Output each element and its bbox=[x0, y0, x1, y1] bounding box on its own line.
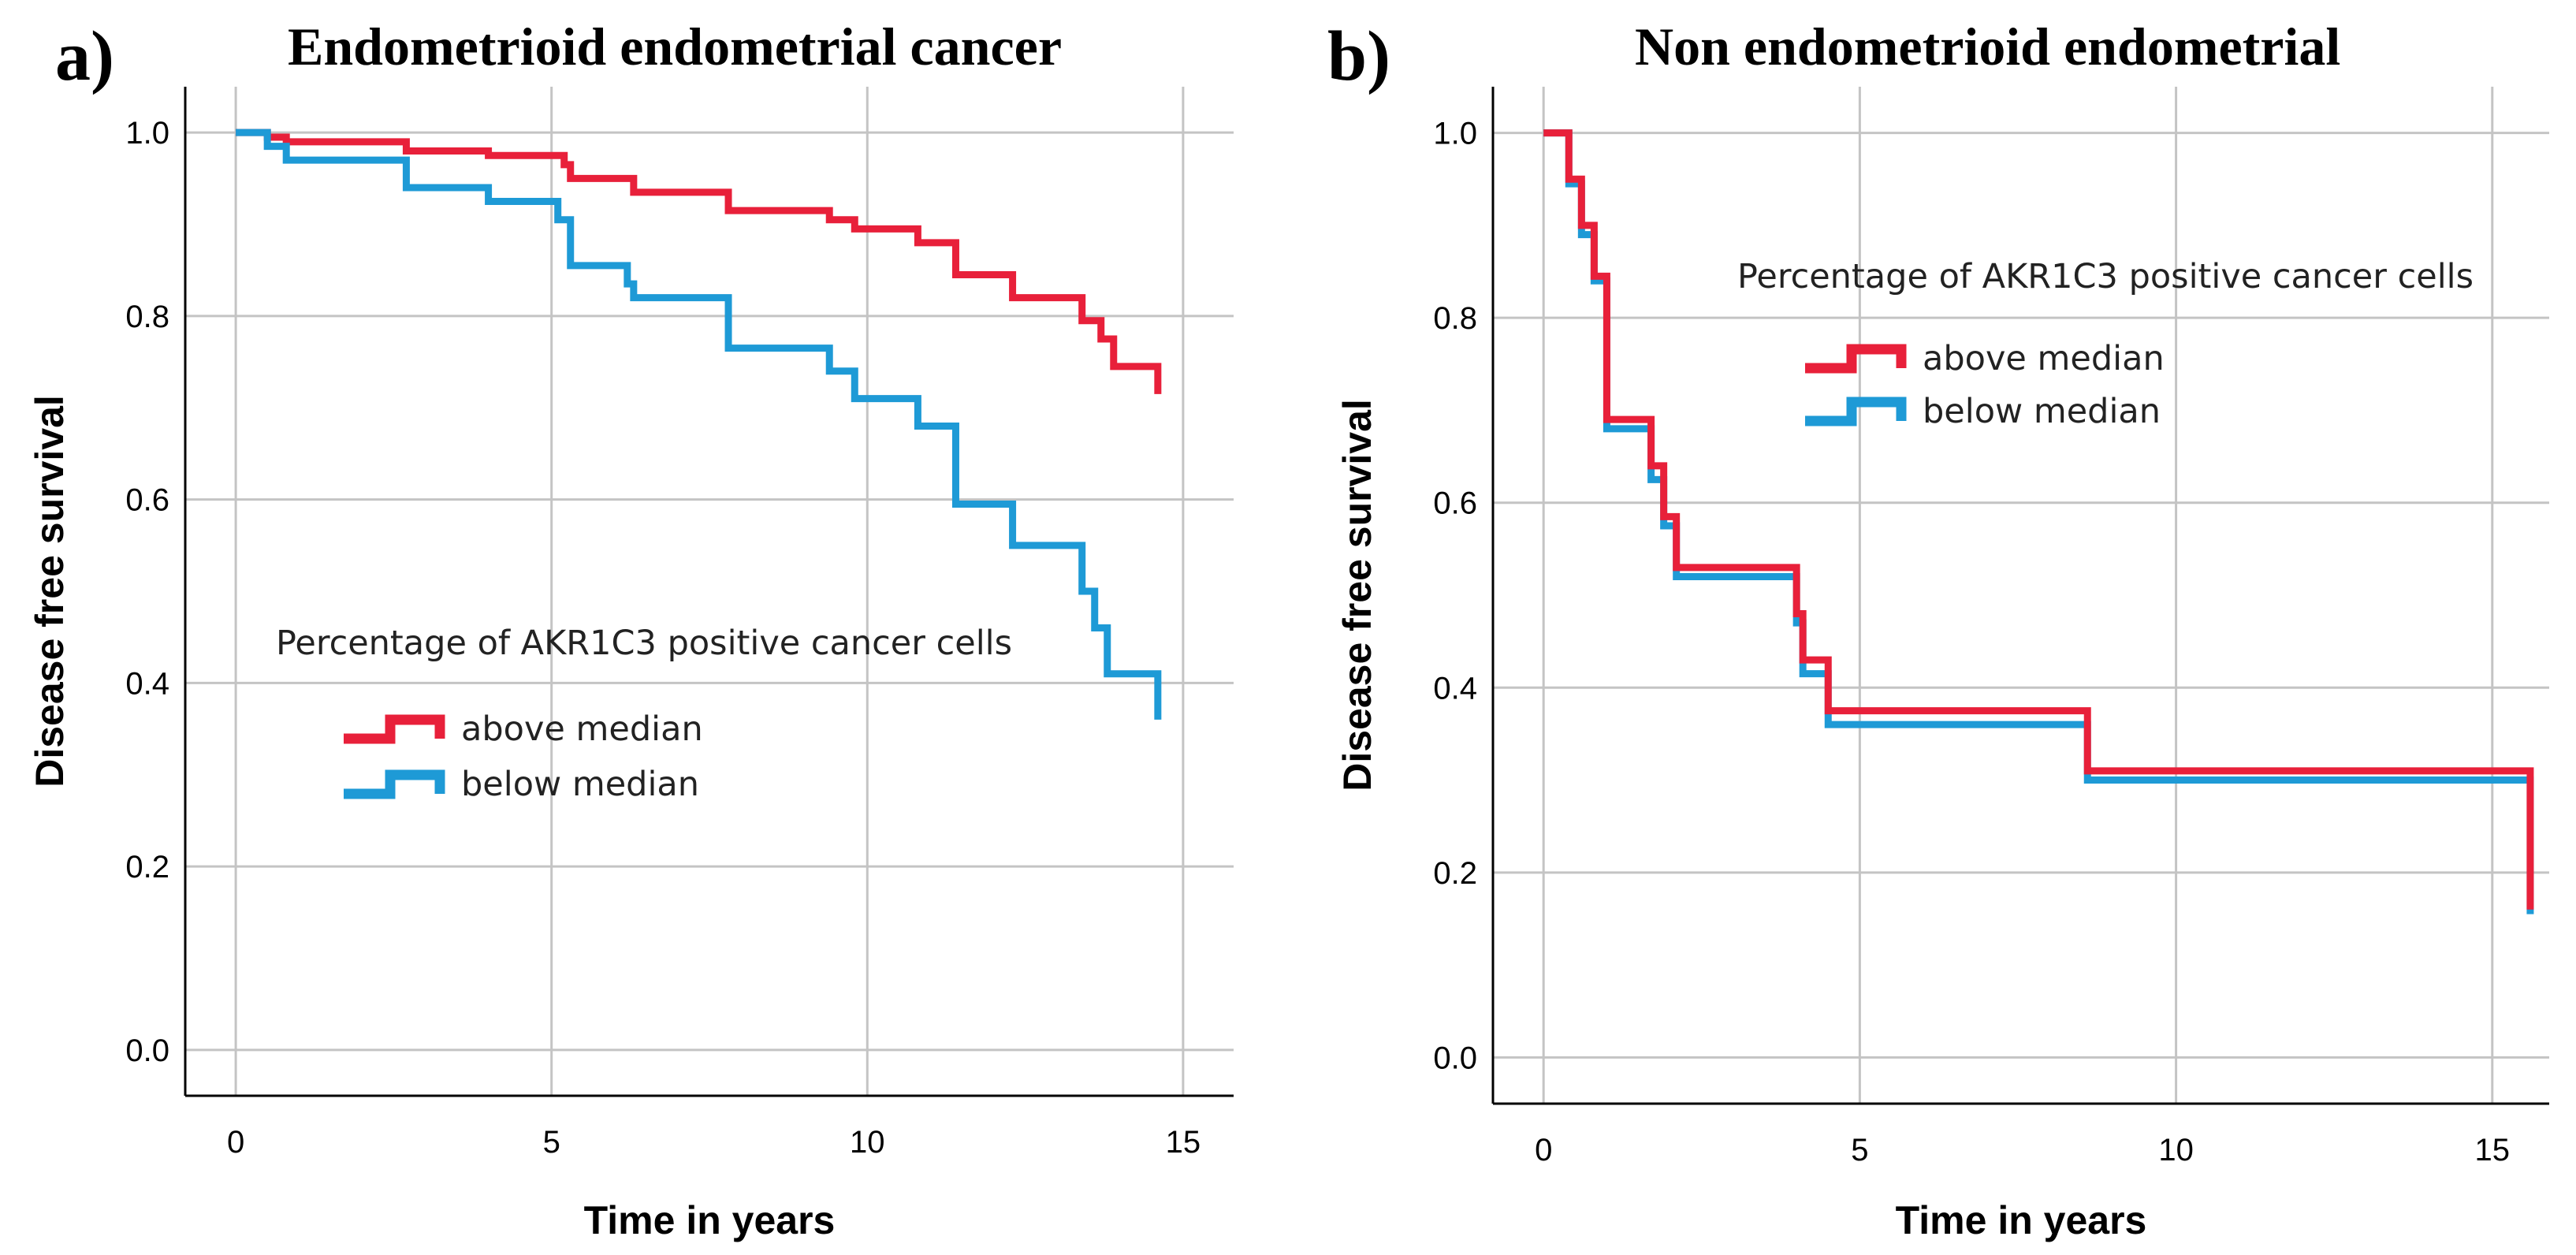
panel-b: b) Non endometrioid endometrial 0 5 10 15 0.… bbox=[1288, 0, 2576, 1255]
y-tick-label: 0.4 bbox=[125, 666, 169, 701]
km-chart-endometrioid: 0 5 10 15 0.0 0.2 0.4 0.6 0.8 1.0 Time in years Dis… bbox=[28, 87, 1234, 1242]
chart-title-b: Non endometrioid endometrial bbox=[1635, 17, 2341, 76]
legend-title: Percentage of AKR1C3 positive cancer cel… bbox=[1737, 257, 2474, 296]
x-tick-label: 0 bbox=[1535, 1133, 1552, 1167]
y-axis-label: Disease free survival bbox=[1335, 399, 1379, 791]
legend-label-below-median: below median bbox=[461, 765, 699, 804]
legend-swatch-below-median bbox=[344, 769, 445, 799]
legend-label-above-median: above median bbox=[461, 709, 703, 749]
y-tick-label: 0.8 bbox=[125, 300, 169, 334]
x-tick-label: 5 bbox=[1851, 1133, 1868, 1167]
y-axis-label: Disease free survival bbox=[28, 395, 72, 788]
x-tick-label: 15 bbox=[1166, 1125, 1201, 1160]
legend-title: Percentage of AKR1C3 positive cancer cel… bbox=[276, 624, 1012, 663]
y-tick-label: 0.6 bbox=[125, 483, 169, 518]
panel-a: a) Endometrioid endometrial cancer 0 5 10 1… bbox=[28, 17, 1234, 1242]
y-tick-label: 0.6 bbox=[1433, 486, 1477, 521]
x-tick-label: 10 bbox=[2158, 1133, 2194, 1167]
x-tick-label: 15 bbox=[2475, 1133, 2511, 1167]
legend-swatch-above-median bbox=[1805, 344, 1907, 374]
panel-label-a: a) bbox=[55, 17, 114, 95]
x-axis-label: Time in years bbox=[584, 1198, 836, 1242]
x-tick-label: 5 bbox=[543, 1125, 560, 1160]
y-tick-label: 0.2 bbox=[125, 850, 169, 884]
chart-title-a: Endometrioid endometrial cancer bbox=[288, 17, 1063, 76]
panel-label-b: b) bbox=[1327, 17, 1391, 95]
x-tick-label: 10 bbox=[850, 1125, 885, 1160]
y-tick-label: 1.0 bbox=[125, 116, 169, 151]
survival-curve-below-median bbox=[1543, 129, 2534, 914]
x-tick-label: 0 bbox=[227, 1125, 244, 1160]
km-chart-non-endometrioid: 0 5 10 15 0.0 0.2 0.4 0.6 0.8 1.0 Time in years Dis… bbox=[1335, 87, 2549, 1242]
legend-label-above-median: above median bbox=[1923, 339, 2165, 378]
survival-curve-above-median bbox=[236, 128, 1162, 394]
legend-swatch-above-median bbox=[344, 714, 445, 744]
survival-curve-below-median bbox=[236, 128, 1162, 720]
y-tick-label: 0.4 bbox=[1433, 671, 1477, 706]
y-tick-label: 1.0 bbox=[1433, 117, 1477, 151]
survival-curve-above-median bbox=[1543, 129, 2534, 910]
y-tick-label: 0.0 bbox=[125, 1033, 169, 1068]
y-tick-label: 0.0 bbox=[1433, 1041, 1477, 1075]
x-axis-label: Time in years bbox=[1896, 1198, 2147, 1242]
y-tick-label: 0.8 bbox=[1433, 301, 1477, 336]
y-tick-label: 0.2 bbox=[1433, 856, 1477, 891]
legend-label-below-median: below median bbox=[1923, 392, 2161, 431]
legend-swatch-below-median bbox=[1805, 397, 1907, 426]
